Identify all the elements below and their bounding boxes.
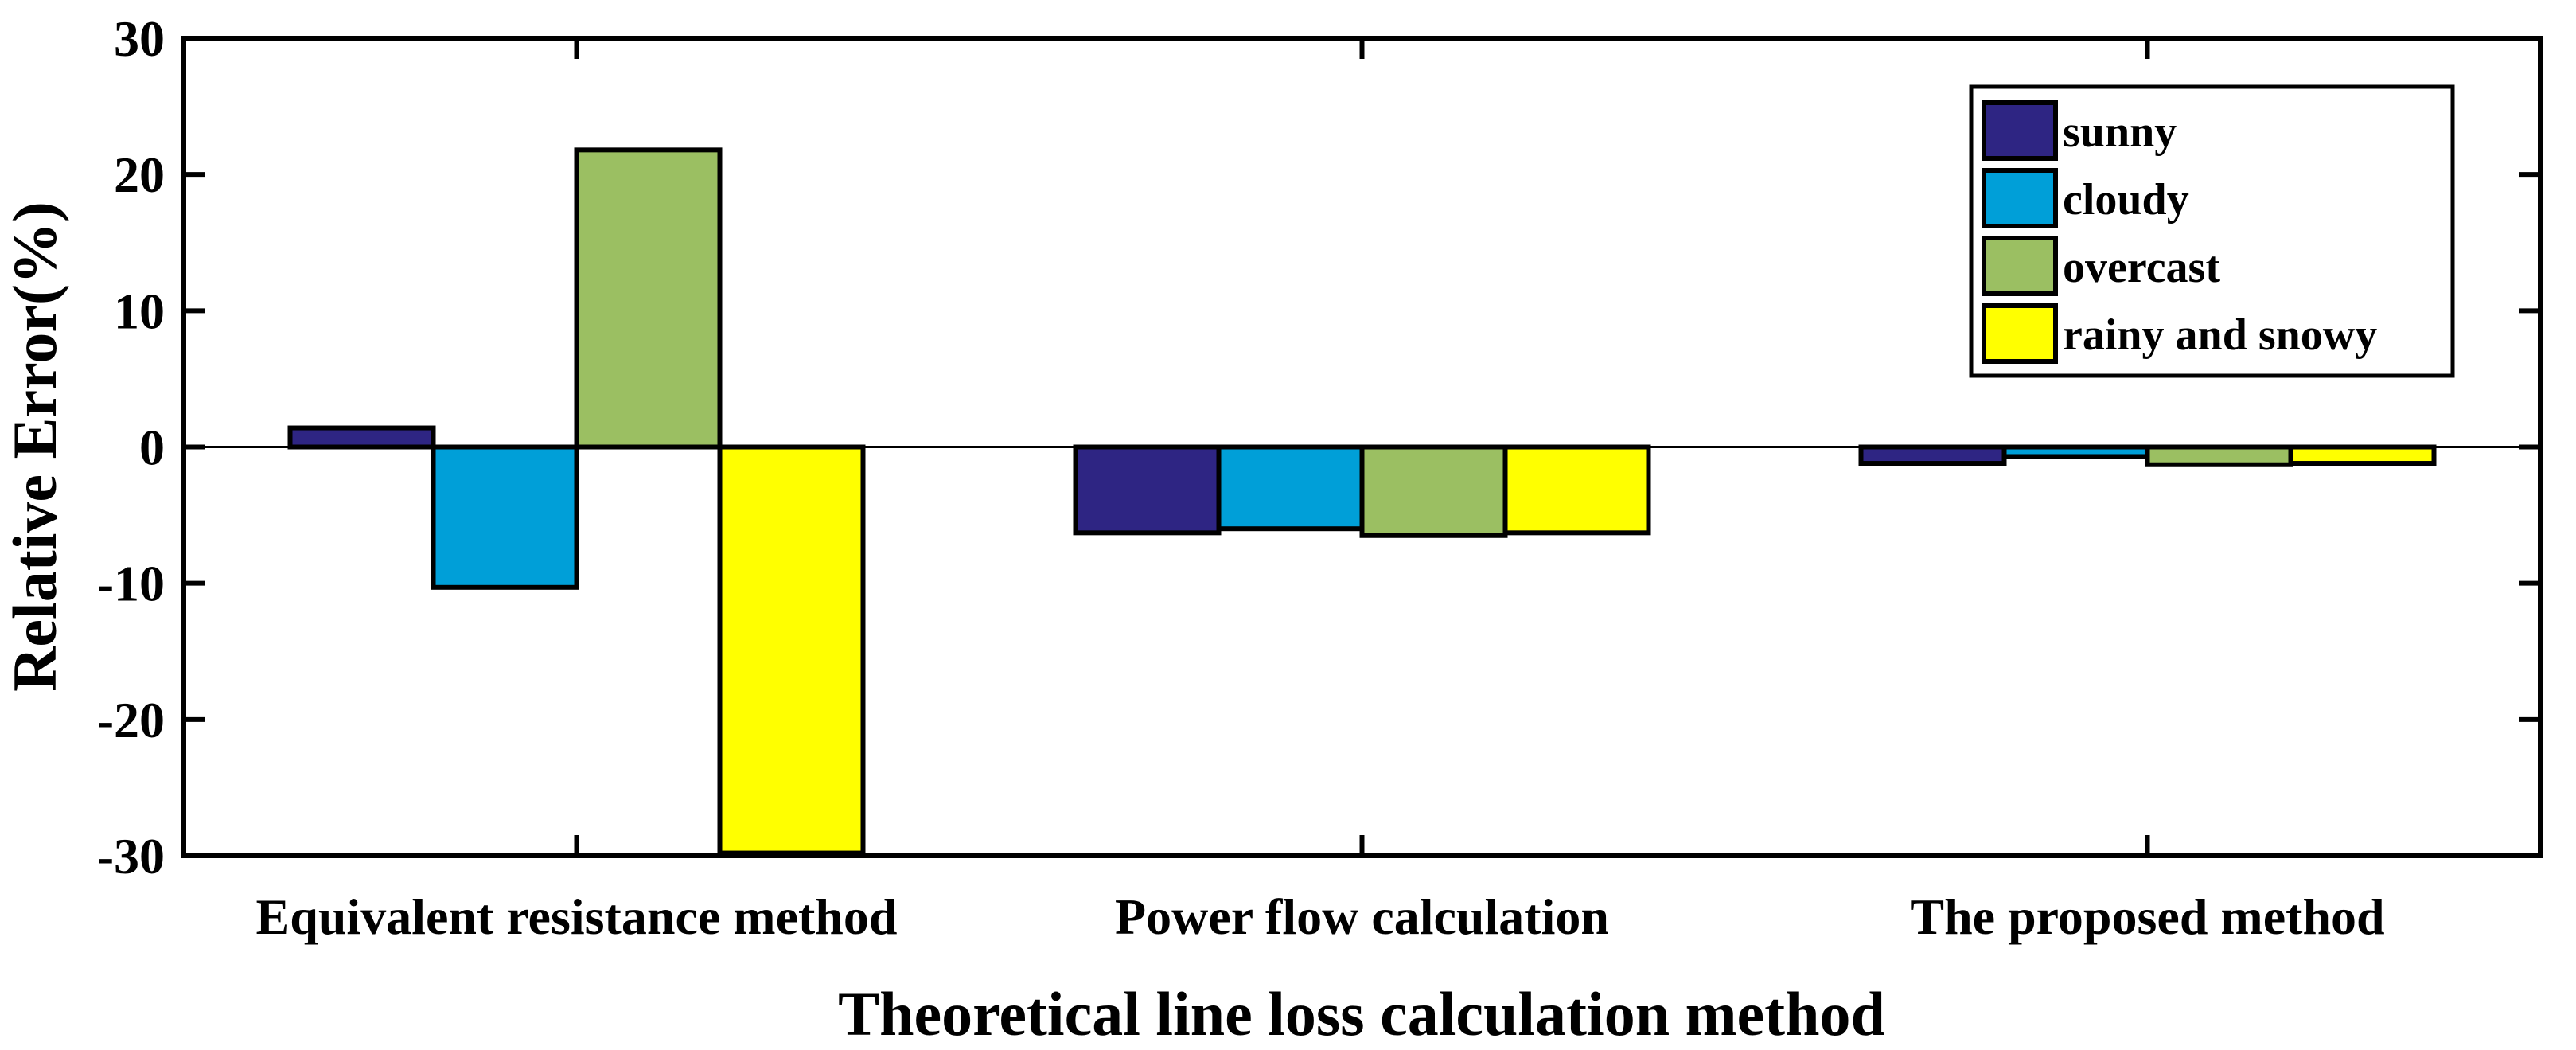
bar-rainy-and-snowy-3 <box>2288 444 2437 466</box>
y-tick-labels: 30 20 10 0 -10 -20 -30 <box>97 10 165 884</box>
y-axis-title: Relative Error(%) <box>0 201 69 692</box>
bars-group <box>287 147 2437 856</box>
legend-swatch-overcast <box>1982 236 2058 296</box>
y-tick-label: 0 <box>139 420 165 476</box>
legend-label: sunny <box>2063 107 2177 157</box>
bar-overcast-1 <box>574 147 723 450</box>
bar-overcast-3 <box>2145 444 2293 467</box>
legend-swatch-sunny <box>1982 100 2058 161</box>
legend-label: overcast <box>2063 243 2220 292</box>
bar-cloudy-1 <box>431 444 579 590</box>
bar-rainy-and-snowy-2 <box>1502 444 1651 536</box>
y-tick-label: 30 <box>114 10 165 67</box>
y-tick-label: -10 <box>97 556 165 612</box>
legend-label: cloudy <box>2063 175 2189 224</box>
y-tick-label: -20 <box>97 692 165 748</box>
legend-swatch-rainy-and-snowy <box>1982 303 2058 364</box>
x-tick-label: The proposed method <box>1910 888 2384 945</box>
bar-cloudy-2 <box>1216 444 1365 532</box>
y-tick-label: -30 <box>97 828 165 884</box>
bar-overcast-2 <box>1359 444 1508 538</box>
x-axis-title: Theoretical line loss calculation method <box>838 979 1885 1048</box>
bar-rainy-and-snowy-1 <box>717 444 866 856</box>
x-tick-label: Equivalent resistance method <box>256 888 898 945</box>
legend-label: rainy and snowy <box>2063 310 2377 360</box>
y-tick-label: 20 <box>114 146 165 203</box>
plot-frame <box>181 36 2543 858</box>
x-tick-labels: Equivalent resistance method Power flow c… <box>256 888 2385 945</box>
bar-sunny-1 <box>287 425 436 450</box>
legend-swatch-cloudy <box>1982 168 2058 228</box>
bar-sunny-2 <box>1073 444 1222 536</box>
y-tick-label: 10 <box>114 283 165 339</box>
x-tick-label: Power flow calculation <box>1115 888 1609 945</box>
bar-cloudy-3 <box>2001 444 2150 459</box>
legend: sunny cloudy overcast rainy and snowy <box>1969 84 2455 378</box>
bar-sunny-3 <box>1858 444 2007 466</box>
